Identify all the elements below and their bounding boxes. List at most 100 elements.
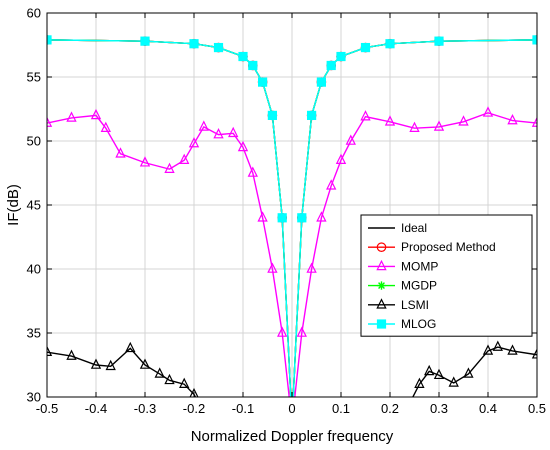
data-point xyxy=(433,368,445,380)
legend-label: MLOG xyxy=(401,317,436,331)
x-tick-label: -0.4 xyxy=(85,401,107,416)
data-point xyxy=(267,262,278,273)
legend-entry: MLOG xyxy=(368,317,436,331)
data-point xyxy=(414,377,425,388)
data-point xyxy=(179,153,190,164)
x-tick-label: 0.5 xyxy=(528,401,546,416)
data-point xyxy=(336,51,346,62)
data-point xyxy=(492,340,503,351)
data-point xyxy=(248,60,258,71)
y-tick-label: 35 xyxy=(27,326,41,341)
data-point xyxy=(385,39,395,49)
data-point xyxy=(66,111,77,122)
data-point xyxy=(228,126,239,138)
data-point xyxy=(198,120,209,131)
data-point xyxy=(189,39,199,49)
data-point xyxy=(326,60,336,71)
y-tick-label: 60 xyxy=(27,6,41,21)
legend: Ideal Proposed Method MOMP MGDP LSMI MLOG xyxy=(360,214,533,337)
series-lsmi xyxy=(47,340,537,397)
x-tick-label: 0.1 xyxy=(332,401,350,416)
x-tick-label: -0.2 xyxy=(183,401,205,416)
data-point xyxy=(213,128,224,139)
series-line xyxy=(47,112,537,397)
legend-entry: Proposed Method xyxy=(368,240,496,254)
data-point xyxy=(140,36,150,46)
legend-label: MGDP xyxy=(401,279,437,293)
data-point xyxy=(306,262,317,273)
data-point xyxy=(277,213,287,223)
data-point xyxy=(507,344,518,355)
data-point xyxy=(316,77,327,87)
legend-label: MOMP xyxy=(401,259,438,273)
x-tick-label: -0.1 xyxy=(232,401,254,416)
data-point xyxy=(237,140,249,152)
data-point xyxy=(66,349,77,360)
series-momp xyxy=(47,106,537,397)
y-tick-label: 55 xyxy=(27,70,41,85)
legend-marker xyxy=(376,259,387,271)
data-point xyxy=(434,36,444,46)
data-point xyxy=(360,42,371,53)
x-axis-label: Normalized Doppler frequency xyxy=(191,428,394,445)
legend-entry: LSMI xyxy=(368,298,429,312)
data-point xyxy=(463,367,474,378)
data-point xyxy=(507,113,518,125)
data-point xyxy=(326,179,337,190)
data-point xyxy=(458,115,469,126)
x-tick-label: 0.4 xyxy=(479,401,497,416)
data-point xyxy=(424,364,435,376)
data-point xyxy=(433,120,445,131)
legend-marker xyxy=(376,298,387,309)
data-point xyxy=(247,166,258,177)
data-point xyxy=(277,326,288,337)
data-point xyxy=(47,116,53,127)
legend-marker xyxy=(376,242,387,252)
legend-label: LSMI xyxy=(401,298,429,312)
data-point xyxy=(257,77,268,87)
data-point xyxy=(257,211,268,222)
data-point xyxy=(531,348,537,359)
data-point xyxy=(139,358,151,369)
y-axis-label: IF(dB) xyxy=(5,184,22,226)
data-point xyxy=(316,211,327,222)
data-point xyxy=(335,153,347,164)
data-point xyxy=(213,42,224,53)
y-tick-label: 30 xyxy=(27,390,41,405)
data-point xyxy=(482,344,494,355)
data-point xyxy=(154,367,165,378)
legend-label: Proposed Method xyxy=(401,240,496,254)
x-tick-label: 0 xyxy=(288,401,295,416)
y-tick-label: 40 xyxy=(27,262,41,277)
x-tick-label: 0.2 xyxy=(381,401,399,416)
data-point xyxy=(105,359,116,371)
data-point xyxy=(100,121,111,132)
data-point xyxy=(47,35,52,45)
x-tick-label: -0.5 xyxy=(36,401,58,416)
data-point xyxy=(238,51,248,62)
legend-label: Ideal xyxy=(401,221,427,235)
series-mlog xyxy=(47,35,537,397)
legend-entry: MOMP xyxy=(368,259,438,273)
series-layer xyxy=(47,35,537,397)
data-point xyxy=(115,147,126,158)
legend-box xyxy=(360,214,533,337)
data-point xyxy=(531,116,537,127)
legend-entry: Ideal xyxy=(368,221,427,235)
data-point xyxy=(482,106,494,117)
legend-entry: MGDP xyxy=(368,279,437,293)
data-point xyxy=(189,387,199,397)
data-point xyxy=(267,110,278,120)
data-point xyxy=(125,341,136,353)
data-point xyxy=(164,162,175,173)
data-point xyxy=(164,373,175,385)
axis-ticks: -0.5 -0.4 -0.3 -0.2 -0.1 0 0.1 0.2 0.3 0.4 0.5 30 35… xyxy=(27,6,547,417)
y-tick-label: 50 xyxy=(27,134,41,149)
legend-marker xyxy=(376,319,387,329)
data-point xyxy=(384,115,396,126)
data-point xyxy=(47,345,53,356)
data-point xyxy=(188,137,200,148)
y-tick-label: 45 xyxy=(27,198,41,213)
data-point xyxy=(296,326,307,337)
